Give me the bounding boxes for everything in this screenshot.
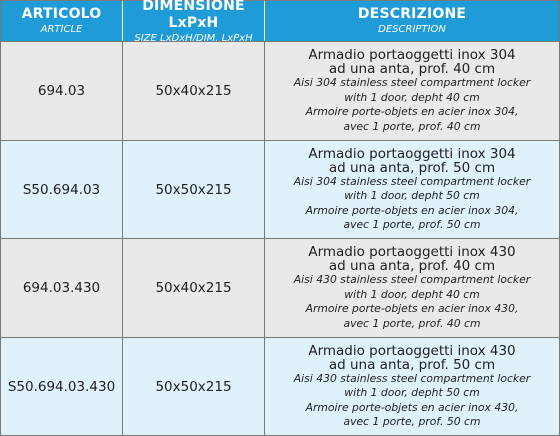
size-cell: 50x40x215 (123, 239, 265, 337)
description-en-line2: with 1 door, depht 40 cm (344, 90, 480, 104)
header-description-title: DESCRIZIONE (357, 6, 467, 22)
header-description: DESCRIZIONE DESCRIPTION (265, 1, 559, 41)
article-cell: 694.03 (1, 42, 123, 140)
description-cell: Armadio portaoggetti inox 304 ad una ant… (265, 141, 559, 238)
size-value: 50x50x215 (155, 378, 232, 395)
description-en-line1: Aisi 304 stainless steel compartment loc… (293, 174, 531, 188)
article-cell: S50.694.03.430 (1, 338, 123, 435)
description-cell: Armadio portaoggetti inox 304 ad una ant… (265, 42, 559, 140)
description-it-line2: ad una anta, prof. 40 cm (328, 61, 496, 77)
table-row: 694.03 50x40x215 Armadio portaoggetti in… (1, 41, 559, 140)
description-it-line1: Armadio portaoggetti inox 430 (308, 342, 516, 359)
description-en-line1: Aisi 304 stainless steel compartment loc… (293, 76, 531, 89)
article-code: 694.03 (37, 83, 86, 99)
description-cell: Armadio portaoggetti inox 430 ad una ant… (265, 239, 559, 337)
header-size-subtitle: SIZE LxDxH/DIM. LxPxH (134, 32, 253, 44)
size-cell: 50x50x215 (123, 141, 265, 238)
description-it-line2: ad una anta, prof. 40 cm (328, 258, 496, 274)
description-en-line2: with 1 door, depht 40 cm (344, 287, 480, 301)
description-cell: Armadio portaoggetti inox 430 ad una ant… (265, 338, 559, 435)
header-size: DIMENSIONE LxPxH SIZE LxDxH/DIM. LxPxH (123, 0, 265, 44)
article-cell: S50.694.03 (1, 141, 123, 238)
size-value: 50x40x215 (155, 83, 232, 99)
size-value: 50x40x215 (155, 280, 232, 296)
description-en-line1: Aisi 430 stainless steel compartment loc… (293, 371, 531, 385)
description-fr-line1: Armoire porte-objets en acier inox 304, (305, 203, 519, 217)
description-fr-line1: Armoire porte-objets en acier inox 304, (305, 105, 519, 118)
header-article-subtitle: ARTICLE (40, 24, 83, 35)
description-it-line1: Armadio portaoggetti inox 304 (308, 145, 516, 162)
description-it-line2: ad una anta, prof. 50 cm (328, 356, 496, 373)
table-row: S50.694.03 50x50x215 Armadio portaoggett… (1, 140, 559, 238)
description-fr-line2: avec 1 porte, prof. 40 cm (343, 316, 481, 330)
description-fr-line1: Armoire porte-objets en acier inox 430, (305, 302, 519, 315)
description-en-line2: with 1 door, depht 50 cm (344, 189, 480, 202)
description-fr-line2: avec 1 porte, prof. 50 cm (343, 415, 481, 428)
size-cell: 50x50x215 (123, 338, 265, 435)
article-code: 694.03.430 (22, 280, 101, 296)
description-it-line2: ad una anta, prof. 50 cm (328, 159, 496, 176)
header-description-subtitle: DESCRIPTION (378, 24, 446, 35)
description-en-line1: Aisi 430 stainless steel compartment loc… (293, 273, 531, 286)
description-fr-line2: avec 1 porte, prof. 40 cm (343, 119, 481, 133)
article-code: S50.694.03.430 (7, 378, 116, 395)
description-fr-line1: Armoire porte-objets en acier inox 430, (305, 400, 519, 414)
table-row: S50.694.03.430 50x50x215 Armadio portaog… (1, 337, 559, 435)
size-value: 50x50x215 (155, 181, 232, 198)
table-header: ARTICOLO ARTICLE DIMENSIONE LxPxH SIZE L… (1, 0, 559, 44)
description-it-line1: Armadio portaoggetti inox 304 (308, 47, 516, 63)
header-size-title: DIMENSIONE LxPxH (142, 0, 245, 31)
description-en-line2: with 1 door, depht 50 cm (344, 386, 480, 399)
table-row: 694.03.430 50x40x215 Armadio portaoggett… (1, 238, 559, 337)
description-it-line1: Armadio portaoggetti inox 430 (308, 244, 516, 260)
article-cell: 694.03.430 (1, 239, 123, 337)
header-article: ARTICOLO ARTICLE (1, 1, 123, 41)
size-cell: 50x40x215 (123, 42, 265, 140)
article-code: S50.694.03 (22, 181, 101, 198)
description-fr-line2: avec 1 porte, prof. 50 cm (343, 218, 481, 231)
header-article-title: ARTICOLO (21, 6, 102, 22)
